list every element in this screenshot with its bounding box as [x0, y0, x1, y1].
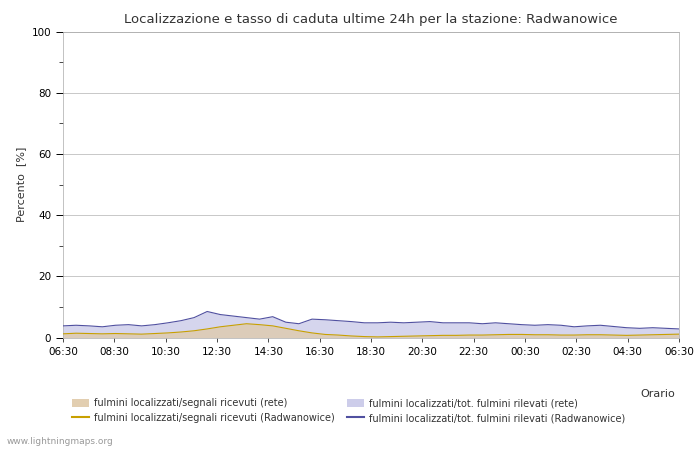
Title: Localizzazione e tasso di caduta ultime 24h per la stazione: Radwanowice: Localizzazione e tasso di caduta ultime … — [125, 13, 617, 26]
Legend: fulmini localizzati/segnali ricevuti (rete), fulmini localizzati/segnali ricevut: fulmini localizzati/segnali ricevuti (re… — [68, 394, 629, 427]
Text: www.lightningmaps.org: www.lightningmaps.org — [7, 436, 113, 446]
Y-axis label: Percento  [%]: Percento [%] — [16, 147, 26, 222]
Text: Orario: Orario — [640, 389, 676, 399]
